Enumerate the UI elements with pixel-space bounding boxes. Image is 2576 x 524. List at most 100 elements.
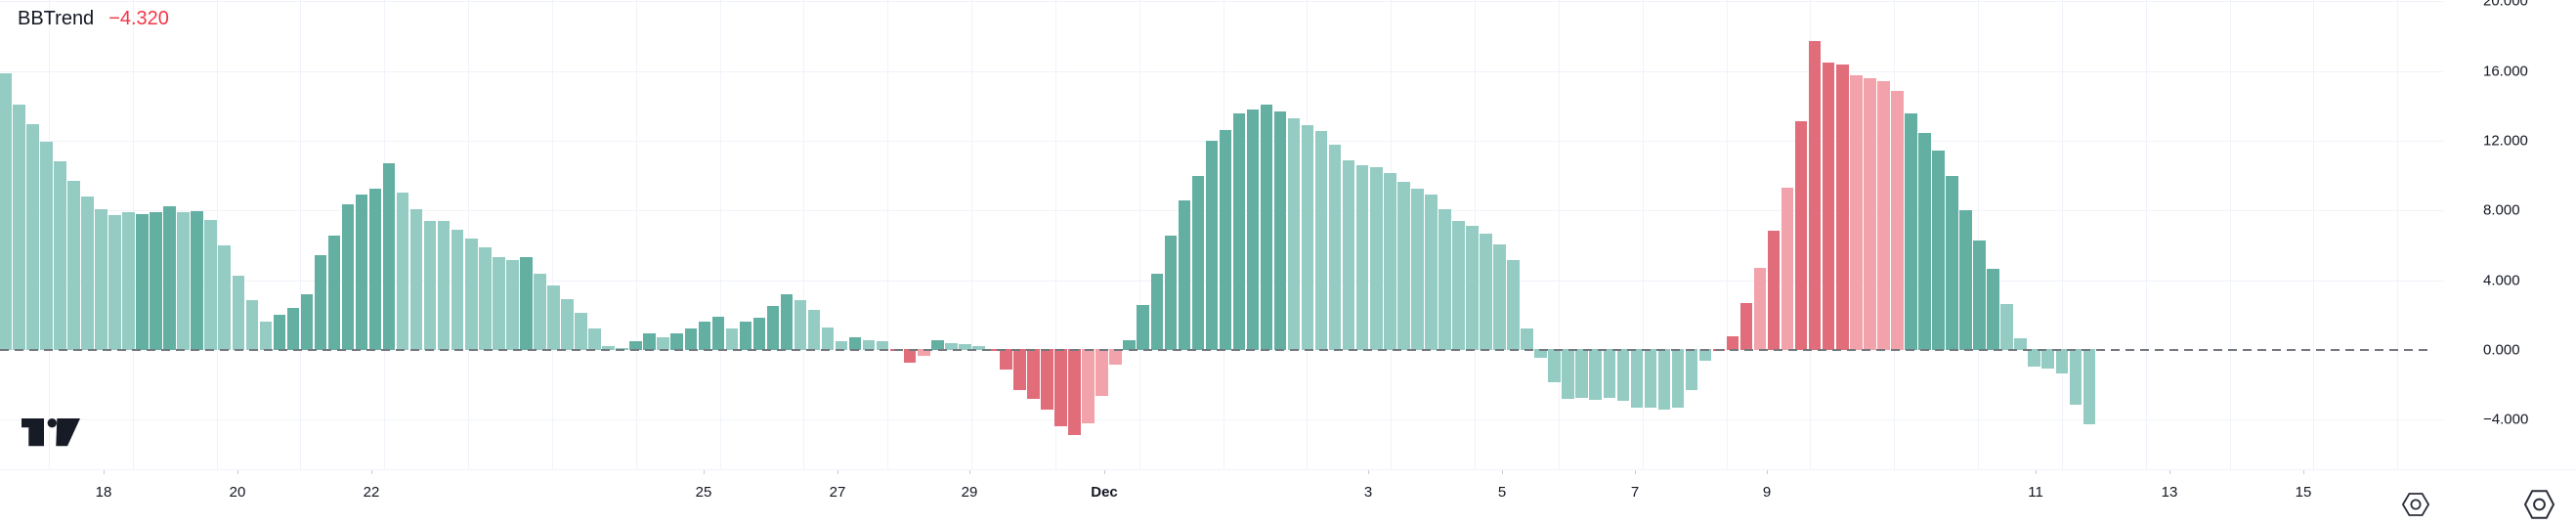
price-axis[interactable]: 20.000 16.000 12.000 8.000 4.000 0.000 −4.000 — [2443, 0, 2576, 469]
logo-dot — [47, 418, 57, 428]
vertical-gridline — [2397, 0, 2399, 469]
vertical-gridline — [2313, 0, 2315, 469]
histogram-bar — [136, 213, 149, 350]
vertical-gridline — [300, 0, 302, 469]
histogram-bar — [368, 189, 382, 350]
histogram-bar — [1521, 328, 1533, 350]
histogram-bar — [1411, 189, 1424, 350]
histogram-bar — [766, 305, 780, 350]
histogram-bar — [575, 312, 587, 350]
time-axis-tick — [1368, 470, 1369, 474]
indicator-title[interactable]: BBTrend — [18, 8, 95, 29]
zero-baseline — [0, 349, 2433, 351]
histogram-bar — [204, 220, 217, 350]
histogram-bar — [931, 340, 944, 350]
histogram-bar — [1781, 188, 1794, 350]
histogram-bar — [1698, 349, 1712, 361]
histogram-bar — [684, 328, 697, 350]
time-axis-tick — [1502, 470, 1503, 474]
histogram-bar — [54, 161, 66, 350]
time-axis-label: 18 — [95, 484, 112, 501]
histogram-bar — [876, 341, 889, 350]
time-axis-tick — [2169, 470, 2170, 474]
histogram-bar — [273, 315, 286, 350]
histogram-bar — [643, 333, 656, 350]
histogram-bar — [437, 221, 451, 350]
histogram-bar — [191, 211, 203, 350]
histogram-bar — [1575, 349, 1588, 398]
histogram-bar — [1246, 109, 1260, 350]
price-axis-label: 20.000 — [2483, 0, 2528, 10]
histogram-bar — [547, 285, 560, 350]
histogram-bar — [1041, 349, 1053, 410]
histogram-bar — [1425, 195, 1438, 350]
histogram-bar — [108, 214, 121, 350]
time-axis-tick — [1635, 470, 1636, 474]
histogram-bar — [218, 245, 231, 350]
histogram-bar — [506, 260, 519, 350]
histogram-bar — [13, 104, 25, 350]
time-axis-tick — [969, 470, 970, 474]
histogram-bar — [1178, 199, 1191, 350]
axis-settings-icon[interactable] — [2524, 490, 2555, 519]
time-axis-label: 29 — [961, 484, 978, 501]
histogram-bar — [1301, 124, 1314, 350]
time-axis-label: 22 — [363, 484, 380, 501]
histogram-bar — [1452, 221, 1465, 350]
histogram-bar — [1973, 240, 1986, 350]
histogram-bar — [493, 256, 505, 350]
histogram-bar — [835, 341, 848, 350]
time-axis[interactable]: 18 20 22 25 27 29 Dec 3 5 7 9 11 13 15 — [0, 469, 2576, 524]
histogram-bar — [1739, 302, 1753, 350]
histogram-bar — [1082, 349, 1095, 423]
histogram-bar — [1891, 91, 1904, 350]
histogram-bar — [1671, 349, 1685, 408]
indicator-legend: BBTrend −4.320 — [18, 8, 169, 30]
time-axis-tick — [237, 470, 238, 474]
histogram-bar — [629, 341, 642, 350]
horizontal-gridline — [0, 1, 2443, 2]
histogram-bar — [150, 212, 162, 350]
histogram-bar — [81, 196, 94, 350]
vertical-gridline — [1978, 0, 1980, 469]
time-axis-tick — [1767, 470, 1768, 474]
time-axis-tick — [1104, 470, 1105, 474]
histogram-bar — [862, 340, 876, 350]
histogram-bar — [163, 205, 176, 350]
logo-seven-glyph — [56, 418, 80, 447]
histogram-bar — [26, 124, 39, 350]
histogram-bar — [2014, 337, 2027, 350]
histogram-bar — [1013, 349, 1026, 390]
histogram-bar — [396, 192, 409, 350]
vertical-gridline — [551, 0, 553, 469]
time-axis-tick — [704, 470, 705, 474]
histogram-bar — [355, 195, 368, 350]
timezone-settings-icon[interactable] — [2402, 493, 2429, 516]
histogram-bar — [300, 293, 314, 350]
histogram-bar — [1191, 175, 1205, 350]
histogram-bar — [465, 238, 478, 350]
histogram-bar — [177, 212, 190, 350]
time-axis-label: 9 — [1762, 484, 1772, 501]
histogram-bar — [0, 72, 12, 350]
histogram-bar — [1328, 144, 1342, 350]
histogram-bar — [1808, 41, 1822, 350]
histogram-bar — [1480, 233, 1492, 350]
plot-area[interactable] — [0, 0, 2443, 469]
histogram-bar — [1314, 131, 1328, 350]
vertical-gridline — [1054, 0, 1056, 469]
time-axis-label: 15 — [2295, 484, 2312, 501]
histogram-bar — [1219, 130, 1232, 350]
histogram-bar — [1507, 260, 1520, 350]
histogram-bar — [1466, 226, 1479, 350]
histogram-bar — [520, 256, 533, 350]
histogram-bar — [711, 317, 725, 350]
histogram-bar — [479, 246, 492, 350]
vertical-gridline — [719, 0, 721, 469]
time-axis-tick — [371, 470, 372, 474]
price-axis-label: −4.000 — [2483, 411, 2529, 428]
histogram-bar — [794, 300, 807, 350]
histogram-bar — [409, 209, 423, 350]
time-axis-label: 11 — [2028, 484, 2043, 501]
tradingview-logo[interactable] — [21, 418, 80, 448]
